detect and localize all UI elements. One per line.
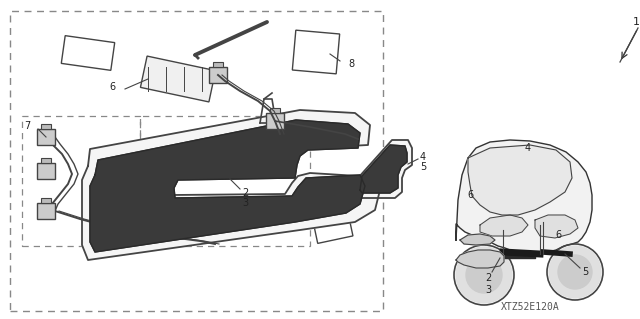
Bar [41, 124, 51, 129]
Bar [61, 36, 115, 70]
Text: 2: 2 [485, 273, 491, 283]
Bar [292, 30, 340, 74]
Bar [209, 67, 227, 83]
Text: 3: 3 [485, 285, 491, 295]
Bar [140, 116, 310, 246]
Bar [266, 113, 284, 129]
Polygon shape [480, 215, 528, 236]
Text: 6: 6 [555, 230, 561, 240]
Circle shape [558, 255, 592, 289]
Text: 4: 4 [420, 152, 426, 162]
Text: 6: 6 [109, 82, 115, 92]
Bar [140, 56, 216, 102]
Text: XTZ52E120A: XTZ52E120A [500, 302, 559, 312]
Text: 6: 6 [467, 190, 473, 200]
Bar [10, 11, 383, 311]
Polygon shape [456, 250, 504, 268]
Bar [37, 163, 55, 179]
Bar [41, 158, 51, 163]
Text: 5: 5 [582, 267, 588, 277]
Polygon shape [535, 215, 578, 238]
Polygon shape [456, 140, 592, 252]
Polygon shape [468, 145, 572, 215]
Text: 4: 4 [525, 143, 531, 153]
Polygon shape [360, 145, 407, 193]
Bar [37, 129, 55, 145]
Text: 5: 5 [420, 162, 426, 172]
Circle shape [456, 247, 512, 303]
Text: 2: 2 [242, 188, 248, 198]
Text: 8: 8 [348, 59, 354, 69]
Text: 7: 7 [24, 121, 30, 131]
Circle shape [466, 257, 502, 293]
Polygon shape [90, 120, 365, 252]
Polygon shape [355, 140, 412, 198]
Circle shape [549, 246, 601, 298]
Polygon shape [460, 234, 495, 245]
Bar [311, 204, 353, 243]
Text: 1: 1 [633, 17, 640, 27]
Polygon shape [82, 110, 380, 260]
Text: 3: 3 [242, 198, 248, 208]
Bar [37, 203, 55, 219]
Bar [270, 108, 280, 113]
Bar [41, 198, 51, 203]
Bar [213, 62, 223, 67]
Bar [22, 116, 140, 246]
